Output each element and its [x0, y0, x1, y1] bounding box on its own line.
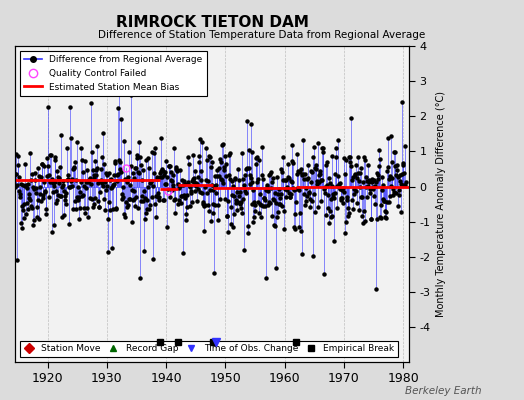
Y-axis label: Monthly Temperature Anomaly Difference (°C): Monthly Temperature Anomaly Difference (…	[436, 91, 446, 317]
Legend: Station Move, Record Gap, Time of Obs. Change, Empirical Break: Station Move, Record Gap, Time of Obs. C…	[19, 341, 398, 357]
Text: Berkeley Earth: Berkeley Earth	[406, 386, 482, 396]
Text: Difference of Station Temperature Data from Regional Average: Difference of Station Temperature Data f…	[99, 30, 425, 40]
Title: RIMROCK TIETON DAM: RIMROCK TIETON DAM	[116, 15, 309, 30]
